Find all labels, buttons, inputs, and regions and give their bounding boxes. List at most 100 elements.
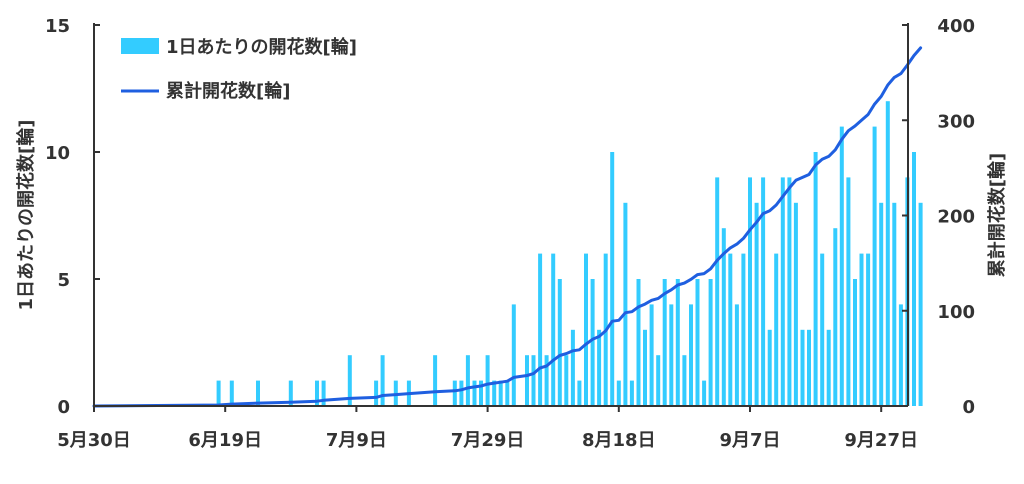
bar-2020-06-24 (256, 380, 260, 406)
right-axis-title: 累計開花数[輪] (986, 153, 1008, 277)
bar-2020-09-19 (826, 329, 831, 406)
bar-2020-08-02 (511, 304, 516, 406)
bar-2020-08-14 (590, 279, 595, 406)
legend-bar-label: 1日あたりの開花数[輪] (166, 36, 357, 58)
bar-2020-08-05 (531, 355, 536, 406)
bar-2020-08-15 (597, 329, 602, 406)
bar-2020-09-11 (774, 253, 779, 406)
bar-2020-09-05 (734, 304, 739, 406)
bar-2020-08-18 (616, 380, 621, 406)
bar-2020-08-11 (570, 329, 575, 406)
bar-2020-08-28 (682, 355, 687, 406)
bar-2020-09-23 (853, 279, 857, 406)
bar-2020-07-25 (459, 380, 464, 406)
bar-2020-09-13 (787, 177, 792, 406)
x-tick-label: 8月18日 (582, 430, 656, 451)
bar-2020-07-31 (498, 380, 503, 406)
legend-bar-swatch (121, 38, 159, 54)
bar-2020-08-23 (649, 304, 654, 406)
right-tick-label: 300 (937, 111, 975, 132)
bar-2020-07-08 (347, 355, 352, 406)
bar-2020-08-25 (662, 279, 667, 406)
legend: 1日あたりの開花数[輪] 累計開花数[輪] (121, 36, 357, 102)
bar-2020-09-30 (898, 304, 903, 406)
bar-2020-09-09 (761, 177, 766, 406)
line-layer (92, 46, 923, 408)
x-tick-label: 7月29日 (451, 430, 525, 451)
bar-2020-06-29 (288, 380, 293, 406)
bar-2020-08-30 (695, 279, 700, 406)
bar-2020-09-18 (820, 253, 825, 406)
bar-2020-07-24 (452, 380, 457, 406)
bar-2020-09-08 (754, 202, 759, 406)
left-tick-label: 10 (45, 143, 70, 164)
x-tick-label: 6月19日 (188, 430, 262, 451)
bar-2020-08-19 (623, 202, 628, 406)
bar-2020-08-12 (577, 380, 582, 406)
bar-2020-06-20 (229, 380, 234, 406)
bar-2020-07-03 (315, 380, 319, 406)
bar-2020-07-12 (374, 380, 379, 406)
bar-2020-08-07 (544, 355, 549, 406)
bar-2020-07-28 (479, 380, 483, 406)
bar-2020-10-02 (912, 152, 916, 406)
right-tick-label: 200 (937, 207, 975, 228)
bar-2020-09-17 (813, 152, 818, 406)
bar-2020-08-22 (643, 329, 647, 406)
bar-2020-09-01 (708, 279, 713, 406)
bar-2020-08-24 (656, 355, 661, 406)
bar-2020-07-13 (380, 355, 385, 406)
bar-2020-08-08 (551, 253, 556, 406)
bar-2020-10-03 (918, 202, 923, 406)
bar-2020-09-14 (793, 202, 798, 406)
cumulative-line (92, 46, 923, 408)
left-tick-label: 0 (57, 397, 70, 418)
left-axis-title: 1日あたりの開花数[輪] (15, 120, 37, 311)
bar-2020-08-26 (669, 304, 674, 406)
right-tick-label: 0 (962, 397, 975, 418)
bar-2020-08-04 (525, 355, 529, 406)
bar-2020-09-15 (800, 329, 805, 406)
bar-2020-08-21 (636, 279, 641, 406)
legend-line-label: 累計開花数[輪] (166, 80, 290, 102)
left-tick-label: 15 (45, 16, 70, 37)
bar-2020-09-26 (872, 126, 877, 406)
bar-2020-07-27 (472, 380, 477, 406)
bar-2020-06-18 (216, 380, 221, 406)
bar-2020-08-29 (689, 304, 693, 406)
bar-2020-09-03 (721, 228, 726, 406)
bar-2020-07-21 (433, 355, 438, 406)
bar-2020-09-28 (885, 101, 890, 406)
bar-2020-09-29 (892, 202, 897, 406)
bar-2020-07-26 (465, 355, 470, 406)
bar-2020-08-10 (564, 355, 569, 406)
bar-2020-09-07 (748, 177, 752, 406)
bar-2020-07-04 (321, 380, 326, 406)
bar-2020-09-12 (780, 177, 785, 406)
bar-2020-09-22 (846, 177, 851, 406)
bars-layer (216, 101, 923, 406)
right-tick-label: 400 (937, 16, 975, 37)
bar-2020-08-20 (629, 380, 634, 406)
bar-2020-09-20 (833, 228, 838, 406)
bar-2020-09-02 (715, 177, 720, 406)
axes-layer: 0 5 10 15 0 100 200 300 400 5月30日 6月19日 7月9日 7月29日 8月… (45, 16, 975, 451)
x-tick-label: 7月9日 (326, 430, 387, 451)
left-tick-label: 5 (57, 270, 70, 291)
bar-2020-09-27 (879, 202, 884, 406)
bar-2020-08-31 (702, 380, 707, 406)
bar-2020-07-29 (485, 355, 490, 406)
x-tick-label: 5月30日 (57, 430, 131, 451)
bar-2020-08-01 (505, 380, 510, 406)
bar-2020-09-16 (807, 329, 811, 406)
bar-2020-08-13 (584, 253, 588, 406)
x-tick-label: 9月27日 (844, 430, 918, 451)
bar-2020-07-30 (492, 380, 497, 406)
bar-2020-08-27 (675, 279, 680, 406)
bar-2020-09-06 (741, 253, 746, 406)
bar-2020-09-04 (728, 253, 733, 406)
bar-2020-09-24 (859, 253, 864, 406)
x-tick-label: 9月7日 (719, 430, 780, 451)
